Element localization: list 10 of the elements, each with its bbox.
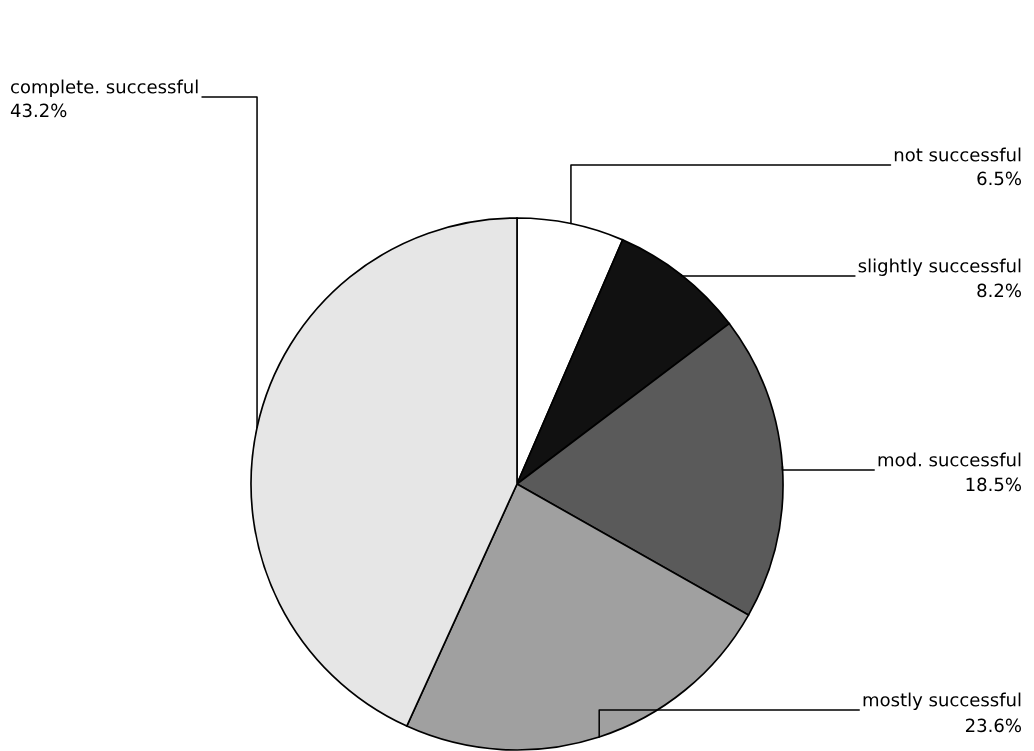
slice-label: mostly successful [863, 692, 1021, 710]
data-label: 23.6% [965, 718, 1021, 733]
data-label: 43.2% [10, 103, 67, 118]
slice-label: not successful [894, 147, 1021, 162]
slice-label: slightly successful [858, 258, 1021, 276]
data-label: 18.5% [966, 477, 1021, 492]
slice-label: mod. successful [878, 452, 1021, 467]
data-label: 8.2% [977, 283, 1021, 298]
data-label: 6.5% [977, 171, 1021, 186]
slice-label: complete. successful [11, 79, 198, 97]
